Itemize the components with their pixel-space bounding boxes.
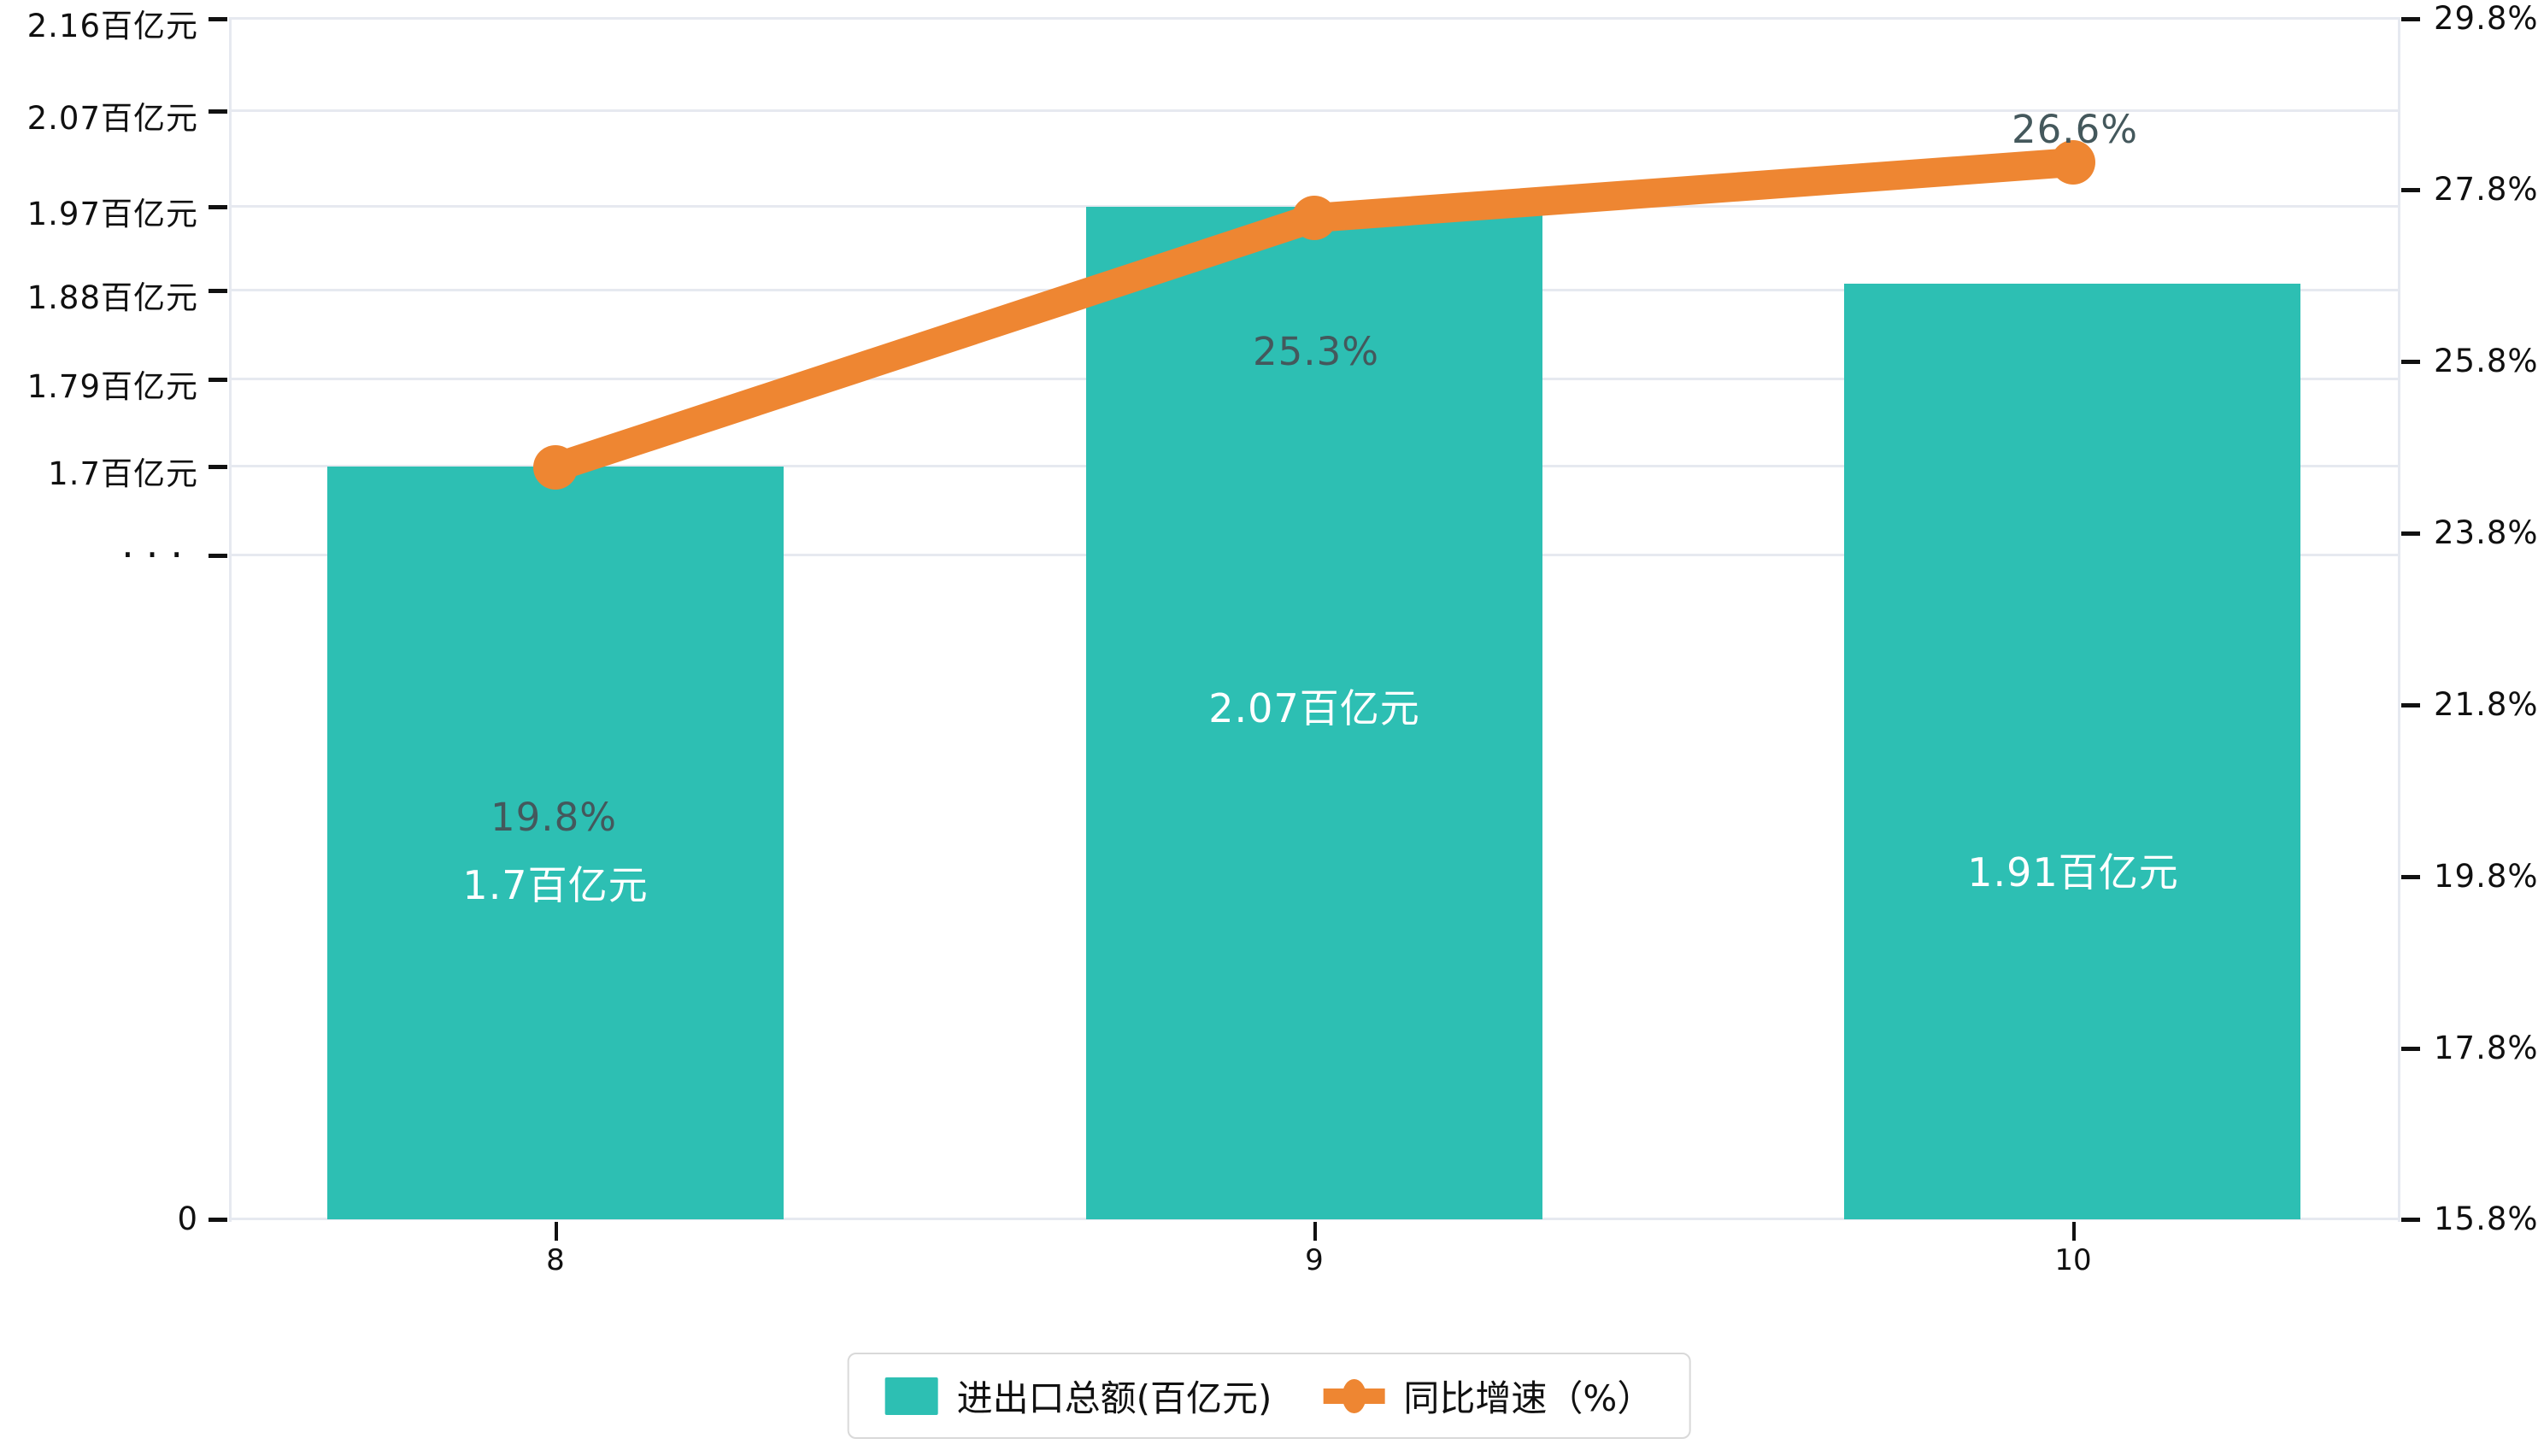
right-tick-mark xyxy=(2401,875,2420,879)
left-axis-tick-label: 1.7百亿元 xyxy=(48,455,198,492)
legend-label: 进出口总额(百亿元) xyxy=(956,1377,1272,1419)
right-tick-mark xyxy=(2401,360,2420,364)
left-tick-mark xyxy=(209,554,227,558)
right-tick-mark xyxy=(2401,531,2420,536)
right-axis-tick-label: 19.8% xyxy=(2434,858,2538,895)
bar-value-label: 1.91百亿元 xyxy=(1967,849,2179,895)
right-axis-line xyxy=(2398,17,2400,1222)
left-axis-tick-label: 2.07百亿元 xyxy=(26,100,198,137)
right-tick-mark xyxy=(2401,188,2420,192)
left-tick-mark xyxy=(209,378,227,382)
x-axis-tick-label: 9 xyxy=(1305,1243,1324,1277)
left-tick-mark xyxy=(209,205,227,209)
bar-10[interactable] xyxy=(1844,284,2300,1219)
x-axis-tick-label: 10 xyxy=(2054,1243,2092,1277)
right-axis-tick-label: 27.8% xyxy=(2434,171,2538,208)
right-tick-mark xyxy=(2401,1218,2420,1222)
left-tick-mark xyxy=(209,465,227,469)
left-axis-tick-label: 1.88百亿元 xyxy=(26,279,198,316)
right-axis-tick-label: 23.8% xyxy=(2434,514,2538,551)
right-axis-tick-label: 17.8% xyxy=(2434,1030,2538,1066)
left-tick-mark xyxy=(209,109,227,114)
bar-8[interactable] xyxy=(327,467,784,1219)
right-axis-tick-label: 21.8% xyxy=(2434,686,2538,723)
left-tick-mark xyxy=(209,289,227,293)
right-tick-mark xyxy=(2401,17,2420,21)
right-tick-mark xyxy=(2401,703,2420,707)
line-value-label: 25.3% xyxy=(1253,329,1379,374)
bar-swatch-icon xyxy=(884,1377,938,1415)
chart-legend: 进出口总额(百亿元) 同比增速（%） xyxy=(847,1353,1691,1439)
left-axis-tick-label: 1.97百亿元 xyxy=(26,196,198,232)
legend-label: 同比增速（%） xyxy=(1403,1377,1654,1419)
left-axis-tick-label: 0 xyxy=(177,1201,198,1237)
left-axis-tick-label: 1.79百亿元 xyxy=(26,368,198,405)
gridline xyxy=(229,109,2400,112)
legend-item-bar-series[interactable]: 进出口总额(百亿元) xyxy=(884,1370,1272,1422)
x-tick-mark xyxy=(1313,1222,1317,1241)
bar-value-label: 2.07百亿元 xyxy=(1208,685,1420,731)
x-tick-mark xyxy=(2072,1222,2076,1241)
line-value-label: 19.8% xyxy=(491,795,617,840)
right-tick-mark xyxy=(2401,1047,2420,1051)
x-tick-mark xyxy=(555,1222,558,1241)
left-tick-mark xyxy=(209,1218,227,1222)
legend-item-line-series[interactable]: 同比增速（%） xyxy=(1323,1370,1653,1422)
line-marker-icon xyxy=(1323,1377,1385,1415)
left-axis-tick-label: 2.16百亿元 xyxy=(26,8,198,44)
bar-value-label: 1.7百亿元 xyxy=(462,862,649,908)
right-axis-tick-label: 15.8% xyxy=(2434,1201,2538,1237)
gridline xyxy=(229,17,2400,20)
x-axis-tick-label: 8 xyxy=(546,1243,565,1277)
right-axis-tick-label: 29.8% xyxy=(2434,0,2538,37)
left-tick-mark xyxy=(209,17,227,21)
left-axis-line xyxy=(229,17,232,1222)
right-axis-tick-label: 25.8% xyxy=(2434,343,2538,379)
left-axis-ellipsis-label: ··· xyxy=(121,531,195,578)
line-value-label: 26.6% xyxy=(2012,107,2138,152)
